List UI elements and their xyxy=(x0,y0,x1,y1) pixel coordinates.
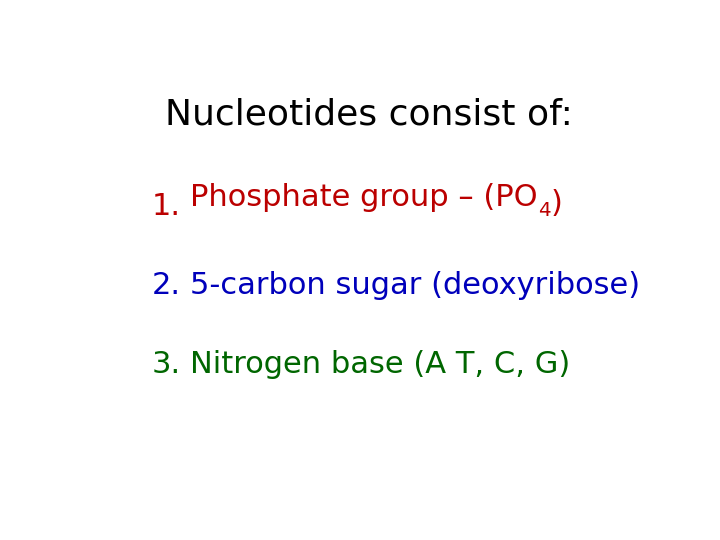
Text: 1.: 1. xyxy=(151,192,181,221)
Text: Nucleotides consist of:: Nucleotides consist of: xyxy=(165,98,573,132)
Text: 4: 4 xyxy=(538,201,551,220)
Text: Phosphate group – (PO: Phosphate group – (PO xyxy=(190,183,538,212)
Text: Nitrogen base (A T, C, G): Nitrogen base (A T, C, G) xyxy=(190,350,571,379)
Text: 2.: 2. xyxy=(151,271,181,300)
Text: 3.: 3. xyxy=(151,350,181,379)
Text: ): ) xyxy=(551,189,562,218)
Text: 5-carbon sugar (deoxyribose): 5-carbon sugar (deoxyribose) xyxy=(190,271,641,300)
